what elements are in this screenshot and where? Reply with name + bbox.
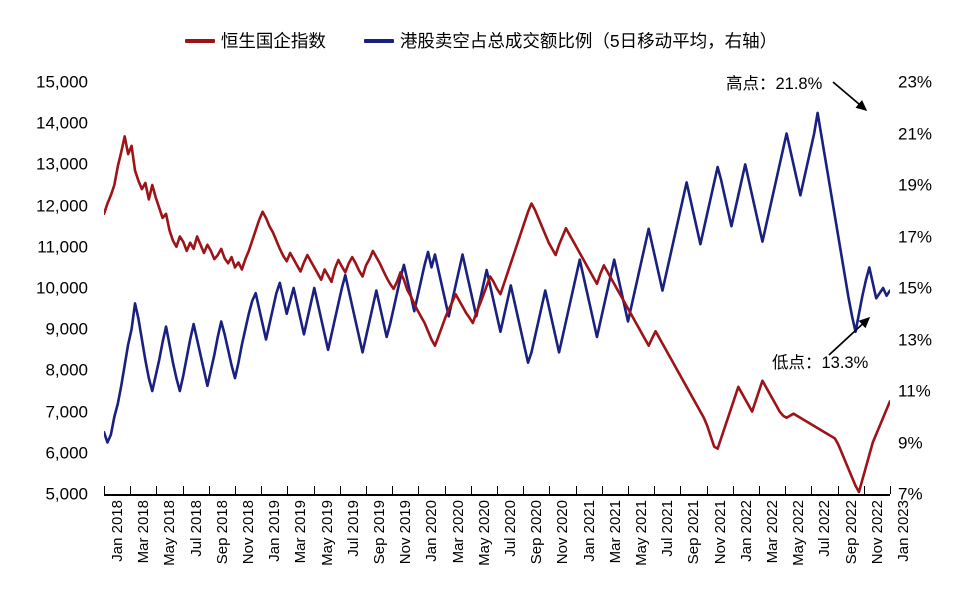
legend-swatch-hscei [184,38,215,43]
ytick-left-label: 12,000 [36,196,88,216]
ytick-right-label: 21% [898,124,933,143]
x-axis-tick-label: May 2020 [475,500,493,566]
x-axis-tick-label: Jul 2018 [187,500,205,557]
x-axis-tick-label: Jan 2020 [423,500,441,562]
x-axis-tick-mark [339,486,341,494]
ytick-right-label: 17% [898,227,933,246]
x-axis-tick-label: Jan 2019 [266,500,284,562]
ytick-left-label: 13,000 [36,154,88,174]
x-axis-tick-mark [444,486,446,494]
ytick-left-label: 5,000 [45,484,88,504]
x-axis-tick-mark [182,486,184,494]
ytick-right-label: 9% [898,433,923,452]
x-axis-tick-label: Jul 2022 [816,500,834,557]
x-axis-tick-mark [706,486,708,494]
x-axis-tick-mark [313,486,315,494]
ytick-left-label: 14,000 [36,113,88,133]
x-axis-tick-mark [680,486,682,494]
x-axis-tick-mark [261,486,263,494]
legend-swatch-shortsell [363,38,394,43]
x-axis-tick-mark [759,486,760,494]
x-axis-tick-mark [366,486,367,494]
ytick-right-label: 19% [898,175,933,195]
x-axis-tick-label: Mar 2020 [449,500,467,564]
x-axis-tick-label: Sep 2020 [528,500,546,565]
x-axis-tick-mark [863,486,865,494]
ytick-right-label: 11% [898,381,931,401]
x-axis-line [104,494,890,496]
x-axis-tick-label: Nov 2022 [868,500,886,565]
x-axis-tick-label: Nov 2020 [554,500,572,565]
x-axis-tick-mark [628,486,629,494]
x-axis-tick-label: May 2018 [161,500,179,566]
x-axis-tick-label: Sep 2019 [371,500,388,565]
ytick-left-label: 15,000 [36,72,88,92]
legend-label-hscei: 恒生国企指数 [220,31,326,51]
x-axis-tick-label: Sep 2022 [842,500,860,565]
ytick-left-label: 7,000 [45,402,88,422]
x-axis-tick-mark [418,486,420,494]
x-axis-tick-label: Mar 2021 [606,500,624,564]
legend-label-shortsell: 港股卖空占总成交额比例（5日移动平均，右轴） [399,31,778,51]
ytick-right-label: 7% [898,484,923,504]
x-axis-tick-mark [392,486,394,494]
x-axis-tick-mark [497,486,498,494]
x-axis-tick-mark [811,486,813,494]
x-axis-tick-label: Nov 2019 [397,500,415,565]
x-axis-tick-label: Jul 2019 [344,500,362,557]
ytick-right-label: 15% [898,278,933,298]
x-axis-tick-label: Nov 2018 [240,500,257,565]
x-axis-tick-mark [575,486,577,494]
plot-area [104,82,890,494]
x-axis-tick-mark [130,486,132,494]
legend-item-hscei: 恒生国企指数 [184,28,326,53]
legend-item-shortsell: 港股卖空占总成交额比例（5日移动平均，右轴） [363,28,778,53]
x-axis-tick-label: Jan 2022 [737,500,755,562]
x-axis-tick-label: Mar 2019 [292,500,310,564]
x-axis-tick-mark [837,486,839,494]
series-line-hscei [104,135,890,494]
x-axis-tick-mark [287,486,289,494]
x-axis-tick-mark [523,486,525,494]
x-axis-tick-label: Sep 2018 [213,500,231,565]
x-axis-tick-mark [470,486,472,494]
x-axis-tick-label: Jan 2018 [109,500,126,562]
x-axis-tick-label: Jul 2021 [659,500,677,557]
x-axis-tick-mark [601,486,603,494]
x-axis-tick-mark [156,486,158,494]
x-axis-tick-mark [235,486,236,494]
x-axis-tick-mark [890,486,891,494]
annotation-low-point: 低点：13.3% [772,354,869,372]
annotation-high-point: 高点：21.8% [726,75,823,93]
ytick-right-label: 13% [898,330,933,349]
ytick-left-label: 9,000 [45,319,88,339]
ytick-left-label: 11,000 [37,237,88,257]
x-axis-tick-mark [654,486,656,494]
x-axis-tick-label: Jul 2020 [502,500,519,557]
x-axis-tick-mark [732,486,734,494]
ytick-left-label: 8,000 [45,360,88,380]
ytick-right-label: 23% [898,72,933,92]
x-axis-tick-label: Sep 2021 [685,500,703,565]
series-canvas [104,111,890,494]
x-axis-tick-label: May 2021 [633,500,650,566]
x-axis-tick-mark [104,486,105,494]
ytick-left-label: 6,000 [45,443,88,463]
x-axis-tick-mark [208,486,210,494]
x-axis-tick-label: Mar 2022 [764,500,781,564]
chart-legend: 恒生国企指数 港股卖空占总成交额比例（5日移动平均，右轴） [0,28,962,53]
x-axis-tick-label: Jan 2023 [895,500,912,562]
x-axis-tick-label: May 2019 [318,500,336,566]
x-axis-tick-label: Nov 2021 [711,500,729,565]
x-axis-tick-mark [549,486,551,494]
y-axis-left: 15,000 14,000 13,000 12,000 11,000 10,000 9,00… [0,74,96,503]
x-axis-tick-label: Jan 2021 [580,500,598,562]
y-axis-right: 23% 21% 19% 17% 15% 13% 11% 9% 7% [898,74,960,503]
x-axis-tick-label: Mar 2018 [135,500,153,564]
ytick-left-label: 10,000 [36,278,88,298]
x-axis-tick-label: May 2022 [790,500,808,566]
x-axis-tick-mark [785,486,787,494]
series-line-shortsell [104,111,890,444]
